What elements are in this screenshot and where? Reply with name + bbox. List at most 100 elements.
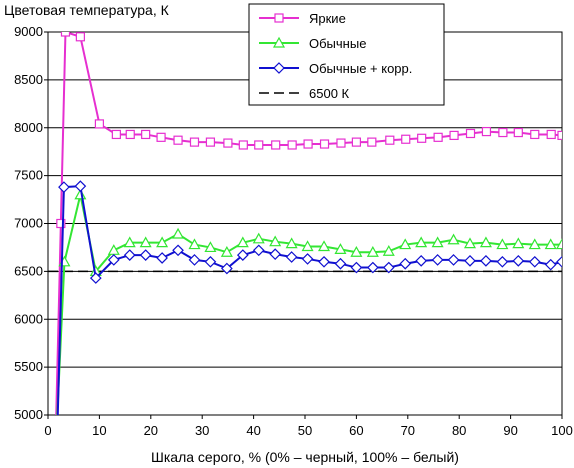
x-tick-label: 100 [551, 423, 573, 438]
data-point-diamond [512, 254, 525, 267]
x-tick-label: 70 [401, 423, 415, 438]
data-point-square [319, 139, 330, 149]
legend-item: Обычные + корр. [259, 61, 412, 76]
data-point-diamond [74, 180, 87, 193]
data-point-triangle [269, 235, 282, 247]
data-point-diamond [528, 255, 541, 268]
x-axis-title: Шкала серого, % (0% – черный, 100% – бел… [151, 449, 459, 465]
data-point-diamond [382, 261, 395, 274]
data-point-triangle [317, 240, 331, 252]
x-tick-label: 20 [144, 423, 158, 438]
data-point-triangle [382, 245, 395, 256]
data-point-diamond [221, 262, 233, 275]
series-line [55, 32, 562, 415]
data-point-square [401, 134, 411, 144]
data-point-square [481, 126, 492, 137]
data-point-square [385, 135, 395, 145]
data-point-triangle [123, 236, 136, 248]
x-tick-label: 0 [44, 423, 51, 438]
legend-label: Яркие [309, 11, 346, 26]
data-point-triangle [463, 237, 477, 249]
data-point-diamond [139, 249, 152, 261]
data-point-square [513, 127, 523, 138]
data-point-square [557, 130, 562, 141]
tick-labels: 5000 5500 6000 6500 7000 7500 8000 8500 9000 0 10 2… [14, 24, 573, 438]
data-point-triangle [204, 241, 217, 253]
y-tick-label: 8000 [14, 120, 43, 135]
legend-label: Обычные [309, 36, 366, 51]
data-point-square [156, 132, 166, 142]
data-point-triangle [188, 238, 201, 250]
data-point-square [433, 132, 443, 142]
data-point-diamond [415, 254, 428, 267]
x-tick-label: 90 [503, 423, 517, 438]
data-point-square [223, 138, 233, 148]
data-point-triangle [285, 237, 298, 249]
data-point-square [205, 137, 216, 147]
series-line [56, 194, 562, 415]
x-tick-label: 10 [92, 423, 106, 438]
data-point-diamond [236, 249, 249, 261]
data-point-triangle [447, 233, 460, 245]
data-point-triangle [555, 238, 562, 250]
data-point-diamond [188, 254, 201, 266]
data-point-square [336, 138, 346, 148]
data-point-diamond [366, 261, 379, 274]
series-line [56, 185, 562, 415]
data-point-square [546, 129, 556, 140]
x-tick-label: 60 [349, 423, 363, 438]
data-point-diamond [252, 244, 265, 257]
data-point-square [351, 137, 361, 147]
plot-area [48, 32, 562, 415]
data-point-square [303, 139, 313, 149]
y-tick-label: 6000 [14, 311, 43, 326]
legend-item: 6500 К [259, 86, 350, 101]
data-point-triangle [366, 245, 379, 257]
data-point-diamond [447, 254, 460, 266]
series-diamond [56, 180, 562, 415]
y-tick-label: 5500 [14, 359, 43, 374]
data-point-triangle [496, 238, 509, 250]
data-point-diamond [480, 254, 492, 267]
data-point-square [141, 129, 151, 140]
data-point-triangle [415, 236, 428, 248]
y-tick-label: 8500 [14, 72, 43, 87]
x-tick-label: 80 [452, 423, 466, 438]
data-point-triangle [272, 36, 286, 48]
data-point-triangle [544, 238, 557, 250]
data-point-triangle [252, 232, 265, 244]
x-tick-label: 30 [195, 423, 209, 438]
legend-item: Обычные [259, 36, 366, 51]
data-point-square [56, 218, 66, 229]
data-point-triangle [156, 236, 169, 248]
data-point-triangle [512, 237, 525, 249]
legend-item: Яркие [259, 11, 346, 26]
data-point-triangle [236, 236, 249, 248]
data-point-triangle [399, 238, 412, 250]
data-point-square [465, 128, 476, 139]
data-point-diamond [464, 254, 476, 267]
data-point-diamond [204, 255, 217, 268]
data-point-diamond [89, 272, 102, 284]
data-point-square [287, 140, 297, 150]
y-axis-title: Цветовая температура, К [4, 2, 170, 18]
data-point-triangle [431, 236, 444, 248]
data-point-triangle [301, 240, 314, 252]
data-point-diamond [269, 248, 282, 260]
data-point-square [498, 127, 508, 138]
data-point-square [254, 140, 264, 150]
legend-label: 6500 К [309, 86, 350, 101]
data-point-square [94, 119, 105, 129]
data-point-square [271, 140, 281, 150]
data-point-diamond [172, 244, 184, 257]
data-point-diamond [496, 255, 509, 268]
data-point-triangle [479, 236, 492, 248]
data-point-square [449, 130, 459, 141]
data-point-triangle [172, 227, 185, 239]
x-tick-label: 50 [298, 423, 312, 438]
data-point-square [125, 129, 135, 140]
data-point-diamond [544, 258, 557, 271]
data-point-triangle [107, 244, 120, 255]
data-point-diamond [156, 252, 168, 264]
